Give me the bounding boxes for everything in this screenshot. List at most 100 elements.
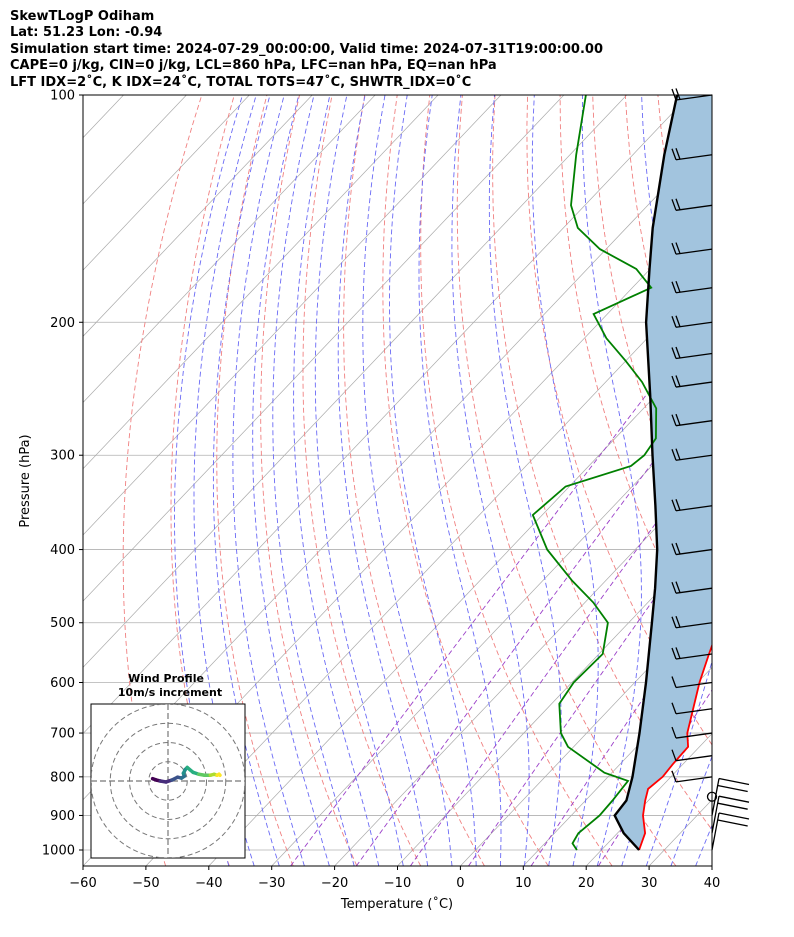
wind-barb-staff (675, 548, 713, 556)
dry-adiabat-line (343, 95, 485, 866)
isotherm-line (83, 95, 565, 602)
wind-barb-staff (675, 622, 713, 629)
hodograph-inset: Wind Profile 10m/s increment (90, 672, 246, 859)
wind-barb-staff (675, 454, 713, 461)
x-tick-label: −10 (384, 876, 411, 891)
moist-adiabat-line (745, 95, 794, 866)
mixing-ratio-line (355, 382, 712, 866)
wind-barb (671, 542, 713, 556)
profile-lines (531, 95, 712, 851)
wind-barb-flag (675, 280, 681, 293)
y-tick-label: 600 (50, 676, 75, 691)
wind-barb (671, 88, 713, 101)
wind-barb-flag (675, 198, 681, 210)
mixing-ratio-line (290, 308, 712, 866)
wind-barb-staff (675, 248, 713, 255)
wind-barb (671, 242, 713, 255)
moist-adiabat-line (531, 95, 599, 866)
dewpoint-line (531, 95, 658, 851)
y-tick-label: 200 (50, 316, 75, 331)
moist-adiabat-line (212, 95, 280, 866)
wind-barb (671, 702, 713, 715)
wind-barb (671, 315, 713, 328)
wind-barb-flag (717, 819, 748, 827)
wind-barb (671, 647, 713, 660)
wind-barb-flag (675, 448, 681, 460)
wind-barb (671, 148, 713, 161)
convective-parameters: CAPE=0 j/kg, CIN=0 j/kg, LCL=860 hPa, LF… (10, 58, 497, 74)
dry-adiabat-line (420, 95, 613, 866)
hodograph-plot (91, 704, 245, 858)
wind-barb-flag (675, 581, 681, 593)
wind-barb-flag (675, 148, 681, 160)
wind-barb-flag (671, 749, 677, 761)
wind-barb-flag (671, 770, 677, 783)
isotherm-line (83, 95, 502, 536)
wind-barb-flag (718, 812, 750, 820)
wind-barb-flag (675, 346, 681, 359)
wind-barb-flag (671, 726, 677, 739)
isotherm-line (83, 95, 690, 735)
wind-barb (671, 375, 713, 388)
wind-barb-flag (671, 148, 677, 161)
station-coordinates: Lat: 51.23 Lon: -0.94 (10, 25, 163, 41)
moist-adiabat-line (418, 95, 502, 866)
isotherm-line (208, 335, 712, 866)
wind-barb-flag (675, 413, 681, 426)
dry-adiabat-line (723, 95, 794, 866)
wind-barb-staff (675, 287, 713, 294)
stability-indices: LFT IDX=2˚C, K IDX=24˚C, TOTAL TOTS=47˚C… (10, 74, 472, 90)
wind-barb-flag (718, 777, 750, 786)
hodograph-segment (217, 772, 222, 777)
wind-barb-flag (671, 88, 677, 101)
x-tick-label: −40 (195, 876, 222, 891)
wind-barb-flag (671, 414, 677, 426)
wind-barb-flag (717, 784, 748, 793)
wind-barb (711, 812, 750, 851)
wind-barb-staff (675, 653, 713, 660)
wind-barb (671, 198, 713, 211)
wind-barb-flag (675, 242, 681, 254)
wind-barb-flag (671, 616, 677, 628)
dry-adiabat-line (122, 95, 203, 866)
moist-adiabat-line (389, 95, 477, 866)
wind-barb (671, 770, 713, 783)
wind-barb-staff (675, 732, 713, 739)
wind-barb-flag (717, 802, 748, 810)
wind-barb-flag (675, 647, 681, 659)
wind-barb-flag (671, 199, 677, 211)
wind-barb (671, 749, 713, 762)
moist-adiabat-line (272, 95, 355, 866)
wind-barb-staff (675, 420, 713, 427)
isotherm-line (460, 600, 712, 866)
y-tick-label: 400 (50, 543, 75, 558)
station-title: SkewTLogP Odiham (10, 9, 155, 24)
cape-area (614, 95, 712, 850)
wind-barb-flag (671, 316, 677, 328)
wind-barb-staff (675, 352, 713, 360)
hodograph-subtitle: 10m/s increment (118, 686, 222, 699)
isotherm-line (83, 95, 313, 337)
moist-adiabat-line (252, 95, 330, 866)
moist-adiabat-line (337, 95, 429, 866)
wind-barb-staff (675, 681, 713, 689)
wind-barb-flag (671, 375, 677, 388)
x-tick-label: −20 (321, 876, 348, 891)
wind-barb (671, 615, 713, 629)
dry-adiabat-line (492, 95, 712, 831)
wind-barb (671, 726, 713, 739)
isotherm-line (271, 402, 712, 866)
wind-barb-staff (675, 154, 713, 161)
temperature-line (638, 643, 712, 851)
y-tick-label: 800 (50, 770, 75, 785)
isotherm-line (145, 269, 712, 866)
wind-barb-flag (671, 702, 677, 714)
x-tick-label: 30 (641, 876, 658, 891)
dry-adiabat-line (756, 95, 794, 866)
isotherm-line (585, 733, 712, 866)
simulation-times: Simulation start time: 2024-07-29_00:00:… (10, 41, 603, 57)
y-axis-ticks: 1000 900 800 700 600 500 400 300 200 100 (42, 89, 83, 859)
isotherm-line (711, 865, 712, 866)
wind-barb-staff (675, 204, 713, 211)
moist-adiabat-line (314, 95, 404, 866)
